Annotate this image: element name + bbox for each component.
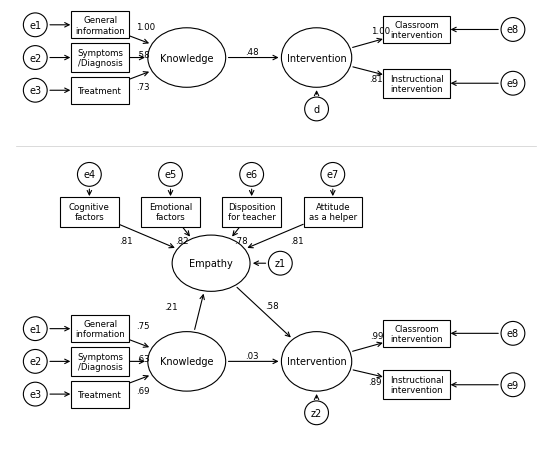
Text: e9: e9 — [507, 79, 519, 89]
FancyBboxPatch shape — [71, 78, 129, 105]
Text: e5: e5 — [164, 170, 177, 180]
Text: e1: e1 — [29, 21, 41, 31]
Text: General
information: General information — [75, 16, 125, 35]
Text: z2: z2 — [311, 408, 322, 418]
Text: .89: .89 — [368, 377, 381, 386]
Text: e3: e3 — [29, 86, 41, 96]
Text: Symptoms
/Diagnosis: Symptoms /Diagnosis — [77, 352, 123, 371]
Ellipse shape — [501, 322, 525, 346]
Text: Knowledge: Knowledge — [160, 357, 214, 367]
Text: .81: .81 — [369, 75, 383, 84]
Text: e9: e9 — [507, 380, 519, 390]
Text: Treatment: Treatment — [78, 390, 122, 399]
FancyBboxPatch shape — [222, 198, 281, 227]
Text: e2: e2 — [29, 357, 41, 367]
Text: e8: e8 — [507, 25, 519, 35]
Ellipse shape — [305, 401, 328, 425]
FancyBboxPatch shape — [60, 198, 119, 227]
Ellipse shape — [158, 163, 182, 187]
Text: Classroom
intervention: Classroom intervention — [390, 324, 443, 343]
Text: Classroom
intervention: Classroom intervention — [390, 21, 443, 40]
Text: Empathy: Empathy — [189, 258, 233, 268]
Text: .81: .81 — [119, 237, 132, 246]
FancyBboxPatch shape — [71, 381, 129, 408]
Text: e7: e7 — [327, 170, 339, 180]
Text: .48: .48 — [245, 49, 258, 57]
Text: .63: .63 — [136, 354, 150, 363]
Text: .81: .81 — [290, 237, 304, 246]
Ellipse shape — [148, 332, 226, 391]
Text: Symptoms
/Diagnosis: Symptoms /Diagnosis — [77, 49, 123, 68]
Text: Cognitive
factors: Cognitive factors — [69, 203, 110, 222]
FancyBboxPatch shape — [384, 320, 450, 347]
Ellipse shape — [23, 350, 47, 374]
Text: Disposition
for teacher: Disposition for teacher — [228, 203, 275, 222]
Text: 1.00: 1.00 — [371, 27, 390, 36]
FancyBboxPatch shape — [304, 198, 362, 227]
Ellipse shape — [501, 19, 525, 42]
Ellipse shape — [23, 47, 47, 70]
Ellipse shape — [305, 98, 328, 121]
Ellipse shape — [77, 163, 101, 187]
Ellipse shape — [172, 236, 250, 292]
Text: e1: e1 — [29, 324, 41, 334]
FancyBboxPatch shape — [71, 347, 129, 377]
Ellipse shape — [321, 163, 344, 187]
Text: Intervention: Intervention — [286, 53, 347, 63]
Text: .21: .21 — [164, 303, 177, 311]
Text: Instructional
intervention: Instructional intervention — [390, 74, 443, 94]
Text: 1.00: 1.00 — [136, 23, 155, 31]
FancyBboxPatch shape — [384, 370, 450, 400]
Text: Knowledge: Knowledge — [160, 53, 214, 63]
Text: d: d — [314, 105, 320, 115]
Text: Instructional
intervention: Instructional intervention — [390, 375, 443, 395]
Text: .99: .99 — [370, 331, 383, 340]
Ellipse shape — [282, 29, 352, 88]
Text: Attitude
as a helper: Attitude as a helper — [309, 203, 357, 222]
FancyBboxPatch shape — [141, 198, 200, 227]
Text: z1: z1 — [275, 258, 286, 268]
Text: .69: .69 — [136, 387, 150, 396]
Text: .82: .82 — [176, 237, 189, 246]
Text: .58: .58 — [136, 50, 150, 60]
Text: e3: e3 — [29, 389, 41, 399]
Ellipse shape — [240, 163, 263, 187]
FancyBboxPatch shape — [71, 316, 129, 343]
Ellipse shape — [268, 252, 292, 276]
Text: e2: e2 — [29, 53, 41, 63]
Ellipse shape — [23, 79, 47, 103]
FancyBboxPatch shape — [71, 12, 129, 40]
Text: .73: .73 — [136, 83, 150, 92]
Ellipse shape — [148, 29, 226, 88]
Text: .03: .03 — [245, 351, 258, 360]
Text: .58: .58 — [265, 301, 279, 310]
FancyBboxPatch shape — [384, 69, 450, 99]
Text: Emotional
factors: Emotional factors — [149, 203, 192, 222]
FancyBboxPatch shape — [384, 17, 450, 44]
Text: e8: e8 — [507, 328, 519, 338]
Ellipse shape — [23, 317, 47, 341]
Text: General
information: General information — [75, 319, 125, 338]
Ellipse shape — [23, 382, 47, 406]
Text: e4: e4 — [83, 170, 95, 180]
FancyBboxPatch shape — [71, 44, 129, 73]
Text: e6: e6 — [246, 170, 258, 180]
Ellipse shape — [282, 332, 352, 391]
Text: Treatment: Treatment — [78, 87, 122, 96]
Text: .78: .78 — [234, 237, 248, 246]
Ellipse shape — [23, 14, 47, 38]
Ellipse shape — [501, 373, 525, 397]
Text: .75: .75 — [136, 321, 150, 330]
Ellipse shape — [501, 72, 525, 96]
Text: Intervention: Intervention — [286, 357, 347, 367]
